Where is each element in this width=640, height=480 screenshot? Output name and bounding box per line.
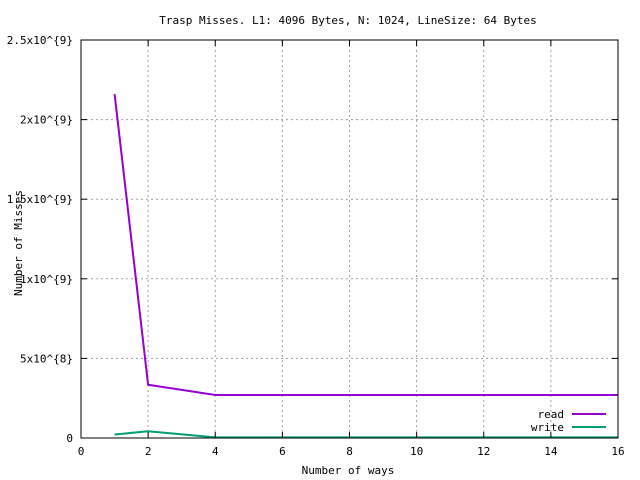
chart-title: Trasp Misses. L1: 4096 Bytes, N: 1024, L… (159, 14, 537, 27)
y-tick-label: 1x10^{9} (20, 273, 73, 286)
x-axis-label: Number of ways (302, 464, 395, 477)
y-tick-label: 2.5x10^{9} (7, 34, 73, 47)
legend-label-write: write (531, 421, 564, 434)
x-tick-label: 0 (78, 445, 85, 458)
series-line-read (113, 93, 618, 396)
x-tick-label: 14 (544, 445, 558, 458)
x-tick-label: 12 (477, 445, 490, 458)
y-tick-label: 2x10^{9} (20, 114, 73, 127)
plot-frame (80, 39, 619, 439)
y-axis-label: Number of Misses (12, 190, 25, 296)
x-tick-label: 2 (145, 445, 152, 458)
x-tick-label: 10 (410, 445, 423, 458)
axis-ticks: 0 2 4 6 8 10 12 14 16 0 5x10^{8} 1x10^{9} 1.5x10^{9}… (7, 34, 625, 458)
x-tick-label: 16 (611, 445, 624, 458)
x-tick-label: 4 (212, 445, 219, 458)
series-lines (113, 93, 618, 439)
y-tick-label: 5x10^{8} (20, 352, 73, 365)
legend-label-read: read (538, 408, 565, 421)
y-tick-label: 1.5x10^{9} (7, 193, 73, 206)
x-tick-label: 8 (346, 445, 353, 458)
grid-lines (81, 40, 618, 438)
y-tick-label: 0 (66, 432, 73, 445)
x-tick-label: 6 (279, 445, 286, 458)
